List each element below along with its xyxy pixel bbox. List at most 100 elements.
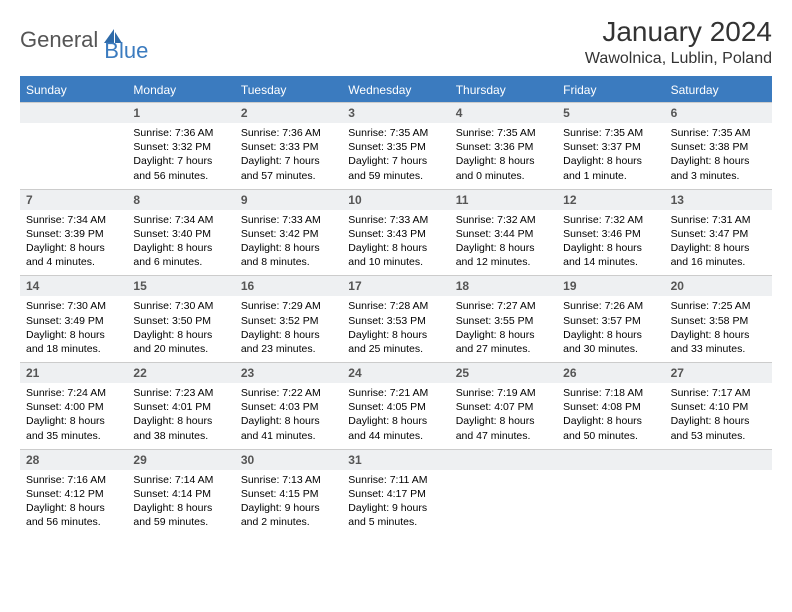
cell-body: Sunrise: 7:35 AMSunset: 3:37 PMDaylight:… (557, 123, 664, 189)
cell-body: Sunrise: 7:24 AMSunset: 4:00 PMDaylight:… (20, 383, 127, 449)
sunrise-text: Sunrise: 7:33 AM (348, 213, 443, 227)
daylight-text: Daylight: 8 hours and 14 minutes. (563, 241, 658, 269)
sunset-text: Sunset: 4:17 PM (348, 487, 443, 501)
daylight-text: Daylight: 8 hours and 23 minutes. (241, 328, 336, 356)
day-number (450, 450, 557, 470)
sunrise-text: Sunrise: 7:25 AM (671, 299, 766, 313)
daylight-text: Daylight: 8 hours and 4 minutes. (26, 241, 121, 269)
sunset-text: Sunset: 3:35 PM (348, 140, 443, 154)
calendar-cell: 7Sunrise: 7:34 AMSunset: 3:39 PMDaylight… (20, 189, 127, 276)
sunset-text: Sunset: 4:03 PM (241, 400, 336, 414)
cell-body: Sunrise: 7:25 AMSunset: 3:58 PMDaylight:… (665, 296, 772, 362)
sunrise-text: Sunrise: 7:29 AM (241, 299, 336, 313)
cell-body: Sunrise: 7:30 AMSunset: 3:50 PMDaylight:… (127, 296, 234, 362)
daylight-text: Daylight: 8 hours and 25 minutes. (348, 328, 443, 356)
sunset-text: Sunset: 3:37 PM (563, 140, 658, 154)
calendar-cell: 10Sunrise: 7:33 AMSunset: 3:43 PMDayligh… (342, 189, 449, 276)
daylight-text: Daylight: 7 hours and 57 minutes. (241, 154, 336, 182)
cell-body: Sunrise: 7:17 AMSunset: 4:10 PMDaylight:… (665, 383, 772, 449)
cell-body: Sunrise: 7:23 AMSunset: 4:01 PMDaylight:… (127, 383, 234, 449)
sunrise-text: Sunrise: 7:21 AM (348, 386, 443, 400)
calendar-cell: 19Sunrise: 7:26 AMSunset: 3:57 PMDayligh… (557, 275, 664, 362)
cell-body: Sunrise: 7:31 AMSunset: 3:47 PMDaylight:… (665, 210, 772, 276)
day-number: 22 (127, 363, 234, 383)
calendar-cell: 23Sunrise: 7:22 AMSunset: 4:03 PMDayligh… (235, 362, 342, 449)
sunrise-text: Sunrise: 7:35 AM (456, 126, 551, 140)
sunrise-text: Sunrise: 7:34 AM (133, 213, 228, 227)
cell-body: Sunrise: 7:32 AMSunset: 3:44 PMDaylight:… (450, 210, 557, 276)
day-number (20, 103, 127, 123)
calendar-cell: 17Sunrise: 7:28 AMSunset: 3:53 PMDayligh… (342, 275, 449, 362)
calendar-cell: 18Sunrise: 7:27 AMSunset: 3:55 PMDayligh… (450, 275, 557, 362)
sunset-text: Sunset: 3:55 PM (456, 314, 551, 328)
day-header: Saturday (665, 78, 772, 102)
sunrise-text: Sunrise: 7:30 AM (133, 299, 228, 313)
location: Wawolnica, Lublin, Poland (585, 50, 772, 68)
sunrise-text: Sunrise: 7:32 AM (563, 213, 658, 227)
day-number: 15 (127, 276, 234, 296)
day-header: Friday (557, 78, 664, 102)
calendar-cell: 13Sunrise: 7:31 AMSunset: 3:47 PMDayligh… (665, 189, 772, 276)
daylight-text: Daylight: 8 hours and 47 minutes. (456, 414, 551, 442)
calendar-cell: 3Sunrise: 7:35 AMSunset: 3:35 PMDaylight… (342, 102, 449, 189)
cell-body: Sunrise: 7:22 AMSunset: 4:03 PMDaylight:… (235, 383, 342, 449)
sunset-text: Sunset: 4:07 PM (456, 400, 551, 414)
cell-body: Sunrise: 7:19 AMSunset: 4:07 PMDaylight:… (450, 383, 557, 449)
daylight-text: Daylight: 8 hours and 59 minutes. (133, 501, 228, 529)
sunset-text: Sunset: 3:50 PM (133, 314, 228, 328)
sunset-text: Sunset: 3:40 PM (133, 227, 228, 241)
calendar-cell: 25Sunrise: 7:19 AMSunset: 4:07 PMDayligh… (450, 362, 557, 449)
calendar-cell: 15Sunrise: 7:30 AMSunset: 3:50 PMDayligh… (127, 275, 234, 362)
day-number: 29 (127, 450, 234, 470)
day-number: 2 (235, 103, 342, 123)
sunrise-text: Sunrise: 7:26 AM (563, 299, 658, 313)
daylight-text: Daylight: 8 hours and 44 minutes. (348, 414, 443, 442)
logo: General Blue (20, 16, 148, 64)
sunset-text: Sunset: 3:52 PM (241, 314, 336, 328)
calendar-cell: 20Sunrise: 7:25 AMSunset: 3:58 PMDayligh… (665, 275, 772, 362)
cell-body: Sunrise: 7:34 AMSunset: 3:40 PMDaylight:… (127, 210, 234, 276)
daylight-text: Daylight: 7 hours and 59 minutes. (348, 154, 443, 182)
cell-body: Sunrise: 7:35 AMSunset: 3:35 PMDaylight:… (342, 123, 449, 189)
sunset-text: Sunset: 3:43 PM (348, 227, 443, 241)
calendar-cell (20, 102, 127, 189)
calendar-cell: 5Sunrise: 7:35 AMSunset: 3:37 PMDaylight… (557, 102, 664, 189)
day-number: 20 (665, 276, 772, 296)
day-number: 6 (665, 103, 772, 123)
sunset-text: Sunset: 4:14 PM (133, 487, 228, 501)
day-number: 19 (557, 276, 664, 296)
day-number: 11 (450, 190, 557, 210)
day-number: 30 (235, 450, 342, 470)
sunset-text: Sunset: 3:42 PM (241, 227, 336, 241)
sunrise-text: Sunrise: 7:16 AM (26, 473, 121, 487)
day-number: 1 (127, 103, 234, 123)
day-number: 18 (450, 276, 557, 296)
cell-body: Sunrise: 7:35 AMSunset: 3:38 PMDaylight:… (665, 123, 772, 189)
day-header: Tuesday (235, 78, 342, 102)
day-number: 16 (235, 276, 342, 296)
daylight-text: Daylight: 9 hours and 5 minutes. (348, 501, 443, 529)
sunrise-text: Sunrise: 7:23 AM (133, 386, 228, 400)
daylight-text: Daylight: 8 hours and 50 minutes. (563, 414, 658, 442)
sunset-text: Sunset: 3:32 PM (133, 140, 228, 154)
cell-body: Sunrise: 7:33 AMSunset: 3:42 PMDaylight:… (235, 210, 342, 276)
sunrise-text: Sunrise: 7:13 AM (241, 473, 336, 487)
cell-body: Sunrise: 7:30 AMSunset: 3:49 PMDaylight:… (20, 296, 127, 362)
daylight-text: Daylight: 8 hours and 41 minutes. (241, 414, 336, 442)
calendar-cell: 28Sunrise: 7:16 AMSunset: 4:12 PMDayligh… (20, 449, 127, 536)
sunset-text: Sunset: 4:00 PM (26, 400, 121, 414)
day-header: Thursday (450, 78, 557, 102)
day-number: 17 (342, 276, 449, 296)
sunrise-text: Sunrise: 7:14 AM (133, 473, 228, 487)
sunrise-text: Sunrise: 7:36 AM (133, 126, 228, 140)
daylight-text: Daylight: 8 hours and 12 minutes. (456, 241, 551, 269)
sunset-text: Sunset: 3:53 PM (348, 314, 443, 328)
cell-body: Sunrise: 7:11 AMSunset: 4:17 PMDaylight:… (342, 470, 449, 536)
sunset-text: Sunset: 4:12 PM (26, 487, 121, 501)
title-block: January 2024 Wawolnica, Lublin, Poland (585, 16, 772, 68)
daylight-text: Daylight: 8 hours and 3 minutes. (671, 154, 766, 182)
calendar-cell: 26Sunrise: 7:18 AMSunset: 4:08 PMDayligh… (557, 362, 664, 449)
day-number: 28 (20, 450, 127, 470)
calendar-cell: 31Sunrise: 7:11 AMSunset: 4:17 PMDayligh… (342, 449, 449, 536)
calendar-cell: 1Sunrise: 7:36 AMSunset: 3:32 PMDaylight… (127, 102, 234, 189)
